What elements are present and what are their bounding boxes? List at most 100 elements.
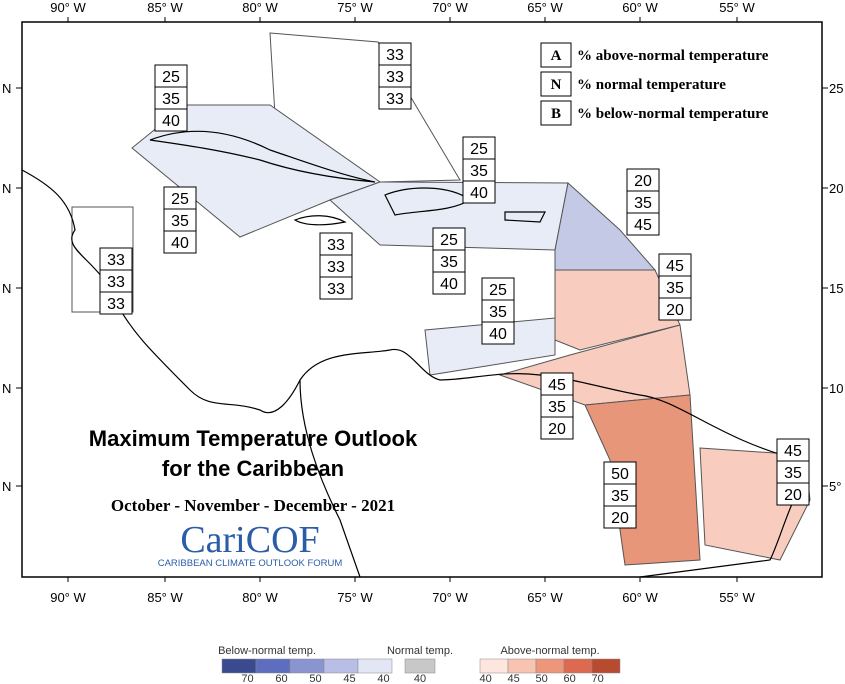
logo-tagline: CARIBBEAN CLIMATE OUTLOOK FORUM	[158, 558, 343, 569]
value-text: 33	[107, 274, 125, 291]
value-text: 25	[162, 69, 180, 86]
colorbar-tick: 45	[507, 673, 519, 684]
colorbar-tick: 60	[275, 673, 287, 684]
right-lat-label: 20	[829, 181, 843, 196]
top-lon-label: 85° W	[147, 0, 183, 15]
value-box	[603, 505, 637, 529]
colorbar-tick: 45	[343, 673, 355, 684]
value-text: 33	[327, 259, 345, 276]
value-text: 20	[634, 173, 652, 190]
value-text: 33	[107, 296, 125, 313]
left-lat-label: N	[2, 81, 11, 96]
value-box	[658, 297, 692, 321]
colorbar-tick: 70	[241, 673, 253, 684]
colorbar-tick: 50	[535, 673, 547, 684]
value-box	[378, 86, 412, 110]
value-text: 33	[327, 281, 345, 298]
top-lon-label: 70° W	[432, 0, 468, 15]
value-text: 35	[784, 465, 802, 482]
top-lon-label: 75° W	[337, 0, 373, 15]
value-text: 45	[634, 217, 652, 234]
value-text: 35	[611, 488, 629, 505]
value-text: 20	[784, 487, 802, 504]
value-text: 45	[548, 377, 566, 394]
colorbar-tick: 60	[563, 673, 575, 684]
coast-cuba	[149, 130, 376, 183]
colorbar-swatch	[221, 658, 257, 674]
value-text: 35	[171, 213, 189, 230]
colorbar-label: Normal temp.	[387, 645, 453, 657]
key-text: % normal temperature	[577, 77, 726, 93]
colorbar-label: Above-normal temp.	[500, 645, 599, 657]
value-box	[481, 321, 515, 345]
coast-puerto-rico	[504, 211, 546, 223]
colorbar-swatch	[289, 658, 325, 674]
colorbar-tick: 70	[591, 673, 603, 684]
bottom-lon-label: 80° W	[242, 590, 278, 605]
map-title: Maximum Temperature Outlook	[89, 426, 418, 451]
top-lon-label: 80° W	[242, 0, 278, 15]
value-text: 25	[440, 232, 458, 249]
value-box	[432, 271, 466, 295]
region-labels: 33 33 33 25 35 40 25 35 40 25 35 40 20 35 45 33 33 33 25 35…	[99, 42, 810, 529]
colorbar-swatch	[357, 658, 393, 674]
value-box	[776, 482, 810, 506]
value-text: 25	[489, 282, 507, 299]
left-lat-label: N	[2, 479, 11, 494]
colorbar-swatch	[479, 658, 509, 674]
top-lon-label: 90° W	[50, 0, 86, 15]
key-text: % below-normal temperature	[577, 106, 769, 122]
value-text: 45	[784, 443, 802, 460]
colorbar-swatch	[535, 658, 565, 674]
bottom-lon-label: 85° W	[147, 590, 183, 605]
bottom-lon-label: 55° W	[719, 590, 755, 605]
value-box	[626, 212, 660, 236]
value-box	[99, 291, 133, 315]
value-text: 33	[386, 91, 404, 108]
colorbar-tick: 40	[479, 673, 491, 684]
left-lat-label: N	[2, 381, 11, 396]
value-text: 20	[548, 421, 566, 438]
value-text: 33	[327, 237, 345, 254]
top-lon-label: 65° W	[527, 0, 563, 15]
key-box	[540, 71, 572, 97]
colorbar-tick: 50	[309, 673, 321, 684]
legend-key: A % above-normal temperature N % normal tem…	[540, 42, 769, 126]
region-guyana	[584, 394, 701, 566]
value-text: 35	[548, 399, 566, 416]
colorbar: Below-normal temp. 70 60 50 45 40 Normal temp.…	[218, 645, 621, 684]
value-text: 40	[440, 276, 458, 293]
colorbar-swatch	[255, 658, 291, 674]
value-text: 35	[666, 280, 684, 297]
value-box	[540, 416, 574, 440]
logo-name: CariCOF	[180, 519, 319, 561]
left-lat-label: N	[2, 181, 11, 196]
value-text: 33	[386, 69, 404, 86]
value-text: 25	[171, 191, 189, 208]
value-box	[163, 230, 197, 254]
colorbar-label: Below-normal temp.	[218, 645, 316, 657]
value-text: 33	[386, 47, 404, 64]
value-text: 33	[107, 252, 125, 269]
coast-jamaica	[293, 215, 347, 226]
value-text: 40	[162, 113, 180, 130]
top-lon-label: 60° W	[622, 0, 658, 15]
key-letter: B	[551, 106, 561, 122]
right-lat-label: 5°	[829, 479, 841, 494]
key-box	[540, 100, 572, 126]
value-text: 35	[634, 195, 652, 212]
value-text: 40	[470, 185, 488, 202]
colorbar-swatch	[563, 658, 593, 674]
colorbar-swatch	[404, 658, 436, 674]
key-box	[540, 42, 572, 68]
value-box	[319, 276, 353, 300]
colorbar-swatch	[323, 658, 359, 674]
value-text: 40	[171, 235, 189, 252]
regions	[71, 32, 811, 566]
value-text: 25	[470, 141, 488, 158]
value-text: 20	[666, 302, 684, 319]
colorbar-tick: 40	[377, 673, 389, 684]
colorbar-tick: 40	[414, 673, 426, 684]
right-lat-label: 15	[829, 281, 843, 296]
